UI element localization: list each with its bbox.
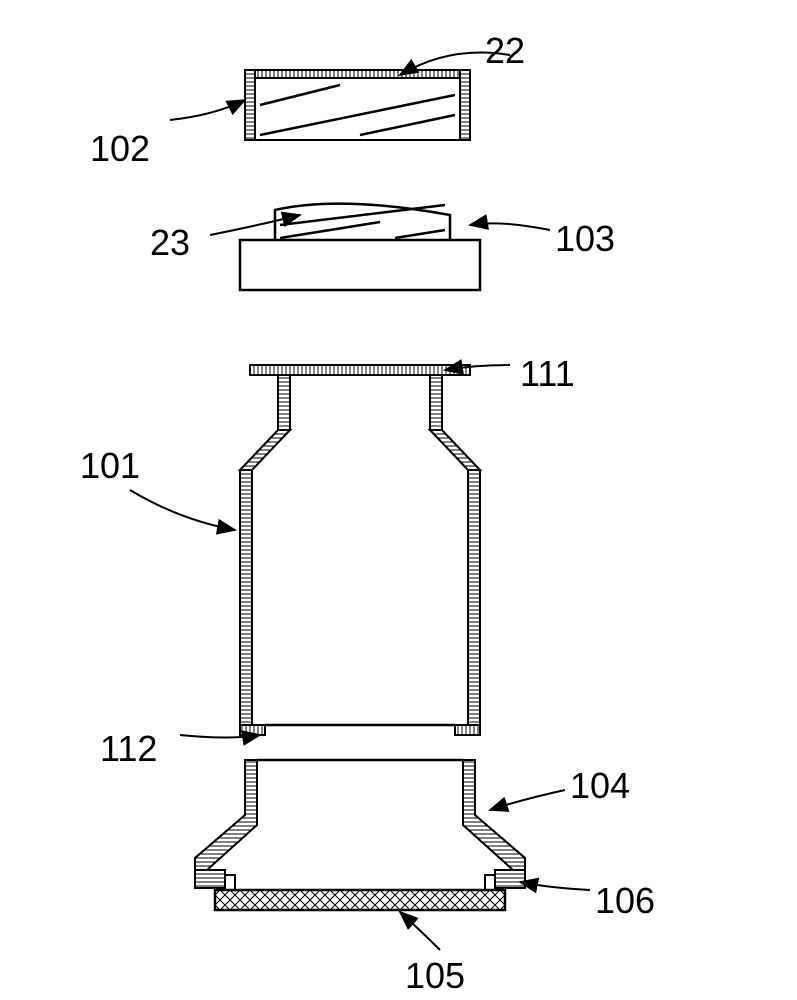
part-101-body bbox=[240, 365, 480, 735]
label-104: 104 bbox=[570, 765, 630, 807]
part-22-thread bbox=[260, 85, 455, 135]
leader-102 bbox=[170, 100, 245, 120]
diagram-container: 22 102 23 103 111 101 112 104 106 105 bbox=[0, 0, 797, 1000]
label-23: 23 bbox=[150, 222, 190, 264]
label-106: 106 bbox=[595, 880, 655, 922]
part-111-flange bbox=[250, 365, 470, 375]
label-112: 112 bbox=[100, 728, 157, 770]
leader-103 bbox=[470, 223, 550, 230]
label-111: 111 bbox=[520, 353, 575, 395]
leader-105 bbox=[400, 912, 440, 950]
leader-lines bbox=[130, 53, 590, 951]
label-22: 22 bbox=[485, 30, 525, 72]
leader-104 bbox=[490, 790, 565, 810]
label-103: 103 bbox=[555, 218, 615, 260]
leader-101 bbox=[130, 490, 235, 530]
label-102: 102 bbox=[90, 128, 150, 170]
label-105: 105 bbox=[405, 955, 465, 997]
part-103-collar bbox=[240, 204, 480, 290]
leader-106 bbox=[520, 882, 590, 890]
part-23-thread bbox=[275, 204, 450, 240]
label-101: 101 bbox=[80, 445, 140, 487]
part-106-rim bbox=[195, 870, 525, 888]
part-102-cap bbox=[245, 70, 470, 140]
part-112-bottom bbox=[240, 725, 480, 735]
part-104-base bbox=[195, 760, 525, 888]
part-105-plate bbox=[215, 875, 505, 910]
